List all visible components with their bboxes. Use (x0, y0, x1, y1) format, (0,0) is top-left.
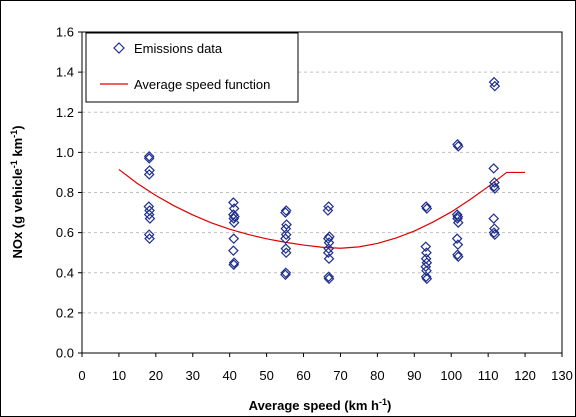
emissions-data-point (488, 76, 500, 88)
y-tick-label: 0.6 (56, 225, 74, 240)
x-tick-label: 130 (551, 368, 573, 383)
emissions-data-point (228, 245, 239, 257)
emissions-points-layer (143, 76, 501, 285)
emissions-data-point (228, 197, 239, 208)
emissions-data-point (281, 219, 292, 230)
emissions-data-point (228, 259, 240, 271)
emissions-data-point (488, 181, 500, 192)
emissions-data-point (322, 205, 334, 216)
emissions-data-point (489, 80, 501, 92)
emissions-data-point (229, 211, 240, 222)
emissions-data-point (451, 233, 463, 244)
emissions-data-point (323, 253, 335, 265)
emissions-data-point (489, 229, 501, 240)
x-tick-label: 110 (478, 368, 499, 383)
axes (78, 31, 563, 357)
emissions-data-point (420, 261, 432, 273)
emissions-data-point (143, 153, 155, 164)
x-tick-label: 120 (514, 368, 536, 383)
x-tick-label: 80 (370, 368, 384, 383)
emissions-data-point (452, 251, 464, 263)
emissions-data-point (228, 233, 240, 244)
emissions-data-point (280, 247, 292, 259)
x-axis-title: Average speed (km h-1) (249, 397, 392, 413)
x-tick-label: 90 (407, 368, 421, 383)
emissions-data-point (421, 247, 432, 259)
x-tick-label: 60 (296, 368, 310, 383)
emissions-data-point (488, 213, 500, 224)
emissions-data-point (323, 237, 335, 249)
emissions-data-point (420, 271, 432, 283)
emissions-data-point (322, 247, 334, 259)
emissions-data-point (323, 201, 334, 212)
emissions-data-point (323, 271, 334, 283)
y-tick-label: 1.6 (56, 25, 74, 40)
emissions-data-point (280, 205, 292, 216)
emissions-data-point (322, 233, 334, 244)
legend: Emissions data Average speed function (85, 32, 299, 103)
emissions-data-point (280, 233, 291, 244)
emissions-data-point (488, 227, 500, 238)
x-tick-label: 10 (112, 368, 126, 383)
emissions-data-point (452, 239, 464, 251)
emissions-data-point (488, 163, 500, 174)
emissions-data-point (452, 213, 463, 224)
x-tick-label: 20 (149, 368, 163, 383)
y-tick-label: 0.0 (56, 346, 74, 361)
emissions-data-point (489, 223, 500, 234)
emissions-data-point (143, 169, 155, 180)
y-tick-label: 1.0 (56, 145, 74, 160)
x-tick-label: 70 (333, 368, 347, 383)
emissions-data-point (280, 269, 291, 281)
y-tick-label: 0.2 (56, 305, 74, 320)
emissions-data-point (143, 209, 155, 220)
average-speed-function-line (118, 168, 526, 249)
y-tick-label: 0.4 (56, 265, 74, 280)
emissions-data-point (323, 243, 334, 255)
emissions-data-point (420, 241, 432, 253)
emissions-data-point (144, 165, 155, 176)
emissions-data-point (143, 229, 155, 240)
emissions-data-point (452, 139, 463, 150)
y-tick-label: 0.8 (56, 185, 74, 200)
emissions-data-point (452, 141, 464, 152)
x-tick-label: 100 (440, 368, 462, 383)
emissions-data-point (323, 273, 335, 285)
legend-label-emissions: Emissions data (134, 41, 223, 56)
emissions-data-point (228, 217, 240, 228)
emissions-data-point (280, 223, 292, 234)
emissions-data-point (280, 229, 292, 240)
emissions-data-point (452, 211, 464, 222)
average-speed-line-layer (118, 168, 526, 249)
emissions-data-point (280, 267, 292, 279)
emissions-data-point (420, 201, 432, 212)
emissions-data-point (489, 177, 500, 188)
legend-diamond-marker (113, 42, 125, 54)
emissions-data-point (144, 233, 155, 244)
y-tick-label: 1.4 (56, 65, 74, 80)
emissions-data-point (324, 231, 335, 242)
y-axis-title: NOx (g vehicle-1 km-1) (9, 125, 25, 258)
emissions-data-point (144, 213, 156, 224)
x-tick-label: 40 (222, 368, 236, 383)
legend-label-average-speed: Average speed function (134, 77, 270, 92)
emissions-data-point (280, 243, 292, 255)
emissions-data-point (421, 203, 433, 214)
x-tick-label: 0 (78, 368, 85, 383)
emissions-data-point (452, 217, 464, 228)
y-tick-label: 1.2 (56, 105, 74, 120)
emissions-data-point (452, 249, 463, 261)
x-tick-label: 30 (186, 368, 200, 383)
emissions-data-point (228, 213, 240, 224)
emissions-data-point (489, 183, 501, 194)
emissions-data-point (421, 273, 433, 285)
emissions-data-point (280, 207, 291, 218)
emissions-data-point (228, 257, 240, 269)
x-tick-label: 50 (259, 368, 273, 383)
emissions-data-point (143, 151, 155, 162)
tick-labels: 0.0 0.2 0.4 0.6 0.8 1.0 1.2 1.4 1.6 0 10 20 30 40 50 60… (56, 25, 573, 384)
